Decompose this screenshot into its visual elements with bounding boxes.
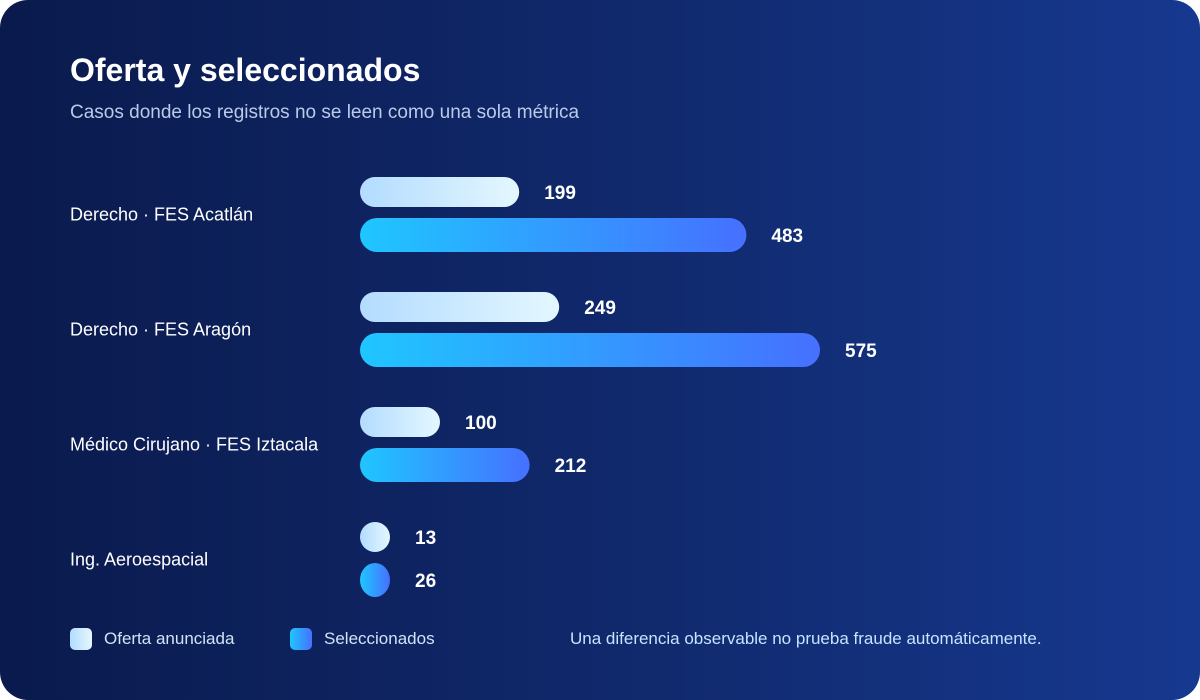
legend-label-offer: Oferta anunciada xyxy=(104,629,235,648)
selected-bar xyxy=(360,448,530,482)
selected-bar xyxy=(360,333,820,367)
selected-value-label: 483 xyxy=(771,226,803,247)
offer-bar xyxy=(360,407,440,437)
legend-item-offer: Oferta anunciada xyxy=(70,628,234,650)
legend-swatch-selected xyxy=(290,628,312,650)
legend-label-selected: Seleccionados xyxy=(324,629,435,648)
selected-value-label: 212 xyxy=(555,456,587,477)
offer-value-label: 199 xyxy=(544,183,576,204)
offer-bar xyxy=(360,522,390,552)
category-label: Médico Cirujano · FES Iztacala xyxy=(70,435,319,455)
category-label: Derecho · FES Aragón xyxy=(70,320,251,340)
category-label: Derecho · FES Acatlán xyxy=(70,205,253,225)
selected-bar xyxy=(360,218,747,252)
offer-value-label: 249 xyxy=(584,298,616,319)
selected-value-label: 575 xyxy=(845,341,877,362)
selected-bar xyxy=(360,563,390,597)
offer-bar xyxy=(360,292,560,322)
selected-value-label: 26 xyxy=(415,571,436,592)
offer-value-label: 100 xyxy=(465,413,497,434)
chart-subtitle: Casos donde los registros no se leen com… xyxy=(70,102,580,123)
category-label: Ing. Aeroespacial xyxy=(70,550,208,570)
legend-item-selected: Seleccionados xyxy=(290,628,435,650)
offer-bar xyxy=(360,177,520,207)
legend-swatch-offer xyxy=(70,628,92,650)
chart-title: Oferta y seleccionados xyxy=(70,52,421,88)
disclaimer-note: Una diferencia observable no prueba frau… xyxy=(570,629,1042,648)
offer-value-label: 13 xyxy=(415,528,436,549)
